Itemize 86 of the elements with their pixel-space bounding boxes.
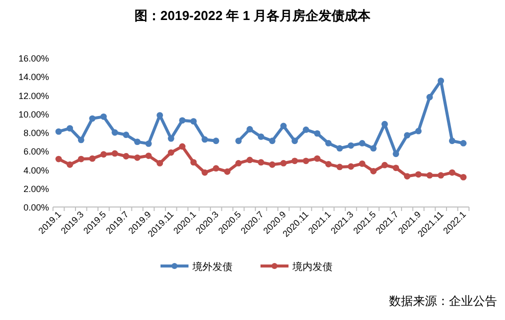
point xyxy=(212,138,220,144)
point xyxy=(258,133,264,140)
point xyxy=(460,174,467,180)
point xyxy=(145,140,152,147)
point xyxy=(269,138,276,144)
point xyxy=(258,159,264,166)
y-tick-label: 0.00% xyxy=(23,202,49,212)
point xyxy=(292,158,298,164)
point xyxy=(55,128,62,135)
point xyxy=(438,172,444,179)
point xyxy=(269,161,276,168)
point xyxy=(246,126,253,132)
point xyxy=(55,156,62,162)
point xyxy=(404,173,410,180)
point xyxy=(392,164,400,172)
point xyxy=(448,169,456,176)
point xyxy=(280,160,287,166)
y-tick-label: 14.00% xyxy=(18,72,49,82)
point xyxy=(358,160,366,167)
point xyxy=(224,168,230,175)
point xyxy=(358,140,366,146)
point xyxy=(112,129,118,136)
point xyxy=(179,143,186,150)
point xyxy=(460,140,467,146)
point xyxy=(426,94,433,100)
point xyxy=(381,162,388,168)
point xyxy=(235,160,242,166)
point xyxy=(426,172,433,179)
point xyxy=(392,150,400,158)
legend-label: 境内发债 xyxy=(292,261,332,273)
point xyxy=(370,145,377,152)
point xyxy=(235,138,242,144)
title: 图：2019-2022 年 1 月各月房企发债成本 xyxy=(134,8,371,23)
point xyxy=(348,142,354,149)
point xyxy=(89,115,96,122)
point xyxy=(89,155,96,162)
point xyxy=(325,160,332,168)
source-note: 数据来源：企业公告 xyxy=(389,294,497,308)
point xyxy=(448,138,456,144)
y-tick-label: 12.00% xyxy=(18,90,49,101)
y-tick-label: 4.00% xyxy=(23,165,49,176)
point xyxy=(280,122,287,130)
point xyxy=(314,155,320,162)
point xyxy=(168,149,174,156)
point xyxy=(66,161,74,168)
point xyxy=(112,150,118,157)
y-tick-label: 6.00% xyxy=(23,146,49,157)
point xyxy=(78,136,84,144)
point xyxy=(302,158,310,164)
point xyxy=(66,125,74,132)
legend-label: 境外发债 xyxy=(192,261,232,273)
point xyxy=(190,118,197,125)
point xyxy=(314,130,320,137)
point xyxy=(145,152,152,159)
point xyxy=(336,164,343,170)
y-tick-label: 8.00% xyxy=(23,128,49,138)
point xyxy=(156,160,164,166)
point xyxy=(212,165,220,172)
point xyxy=(348,163,354,170)
point xyxy=(381,120,388,128)
point xyxy=(438,78,444,84)
point xyxy=(292,138,298,144)
point xyxy=(190,159,197,166)
y-tick-label: 2.00% xyxy=(23,184,49,194)
point xyxy=(325,140,332,146)
point xyxy=(168,135,174,142)
point xyxy=(179,117,186,124)
point xyxy=(202,169,208,176)
point xyxy=(202,136,208,143)
point xyxy=(78,156,84,162)
point xyxy=(415,128,422,134)
point xyxy=(122,132,130,138)
point xyxy=(100,113,107,120)
point xyxy=(134,154,141,161)
point xyxy=(404,132,410,138)
point xyxy=(134,138,141,146)
point xyxy=(100,151,107,158)
point xyxy=(156,112,164,118)
point xyxy=(122,153,130,160)
point xyxy=(336,145,343,152)
y-tick-label: 10.00% xyxy=(18,109,49,120)
point xyxy=(415,171,422,178)
point xyxy=(302,126,310,133)
point xyxy=(370,168,377,174)
point xyxy=(246,156,253,164)
y-tick-label: 16.00% xyxy=(18,54,49,64)
